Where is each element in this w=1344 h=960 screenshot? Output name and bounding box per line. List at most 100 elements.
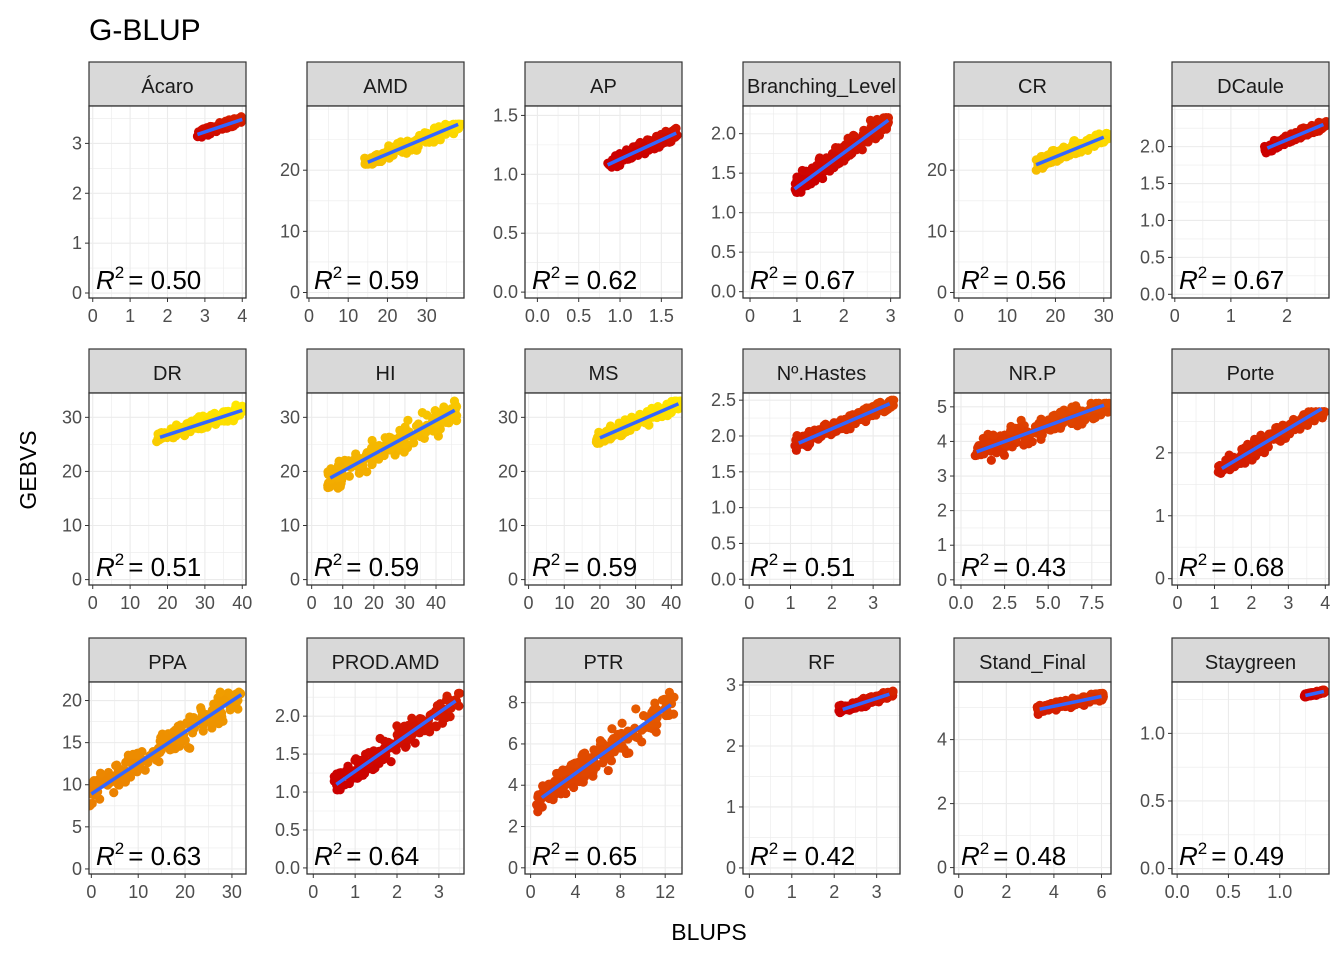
y-tick-label: 1.5	[1140, 174, 1165, 194]
data-point	[390, 450, 400, 460]
x-tick-label: 0	[1173, 593, 1183, 613]
y-tick-label: 1.5	[275, 744, 300, 764]
data-point	[421, 427, 431, 437]
x-tick-label: 10	[338, 306, 358, 326]
data-point	[366, 443, 377, 453]
data-point	[991, 448, 1002, 458]
point-cloud	[152, 400, 246, 447]
r-squared-label: R2 = 0.42	[750, 839, 855, 871]
panel-border	[742, 105, 901, 299]
r-squared-label: R2 = 0.67	[1179, 263, 1284, 295]
data-point	[392, 721, 402, 731]
data-point	[194, 412, 204, 422]
data-point	[617, 718, 627, 728]
facet-panel: Stand_Final 0 2 4 0 2 4 6 R2 = 0.48	[937, 637, 1112, 902]
data-point	[588, 771, 598, 781]
facet-strip	[742, 61, 901, 107]
x-tick-label: 10	[333, 593, 353, 613]
y-tick-label: 1.0	[711, 203, 736, 223]
r-squared-label: R2 = 0.48	[961, 839, 1066, 871]
y-tick-label: 4	[937, 431, 947, 451]
facet-label: Staygreen	[1205, 652, 1296, 674]
facet-strip	[953, 637, 1112, 683]
y-tick-label: 20	[498, 461, 518, 481]
r-squared-value: = 0.67	[1211, 265, 1284, 295]
data-point	[344, 471, 354, 481]
facet-label: Stand_Final	[979, 652, 1086, 674]
panel-border	[306, 681, 465, 875]
data-point	[1243, 439, 1253, 449]
y-tick-label: 3	[937, 466, 947, 486]
facet-panel: NR.P 0 1 2 3 4 5 0.0 2.5 5.0 7.5 R2 = 0.43	[937, 348, 1112, 613]
data-point	[429, 137, 439, 147]
x-tick-label: 20	[377, 306, 397, 326]
data-point	[395, 425, 405, 435]
r-squared-label: R2 = 0.49	[1179, 839, 1284, 871]
x-tick-label: 40	[232, 593, 252, 613]
y-tick-label: 20	[280, 160, 300, 180]
x-tick-label: 2.5	[992, 593, 1017, 613]
x-tick-label: 4	[570, 882, 580, 902]
data-point	[370, 763, 380, 773]
panel-border	[742, 681, 901, 875]
x-tick-label: 0.5	[566, 306, 591, 326]
point-cloud	[1031, 128, 1111, 175]
y-tick-label: 0.5	[275, 820, 300, 840]
x-tick-label: 0.5	[1216, 882, 1241, 902]
x-tick-label: 2	[839, 306, 849, 326]
x-tick-label: 1	[787, 882, 797, 902]
y-tick-label: 0	[290, 570, 300, 590]
y-tick-label: 1.0	[493, 164, 518, 184]
data-point	[202, 422, 212, 432]
facet-strip	[742, 637, 901, 683]
x-tick-label: 0	[304, 306, 314, 326]
x-tick-label: 2	[829, 882, 839, 902]
x-tick-label: 6	[1096, 882, 1106, 902]
data-point	[805, 166, 815, 176]
data-point	[437, 718, 448, 728]
data-point	[1264, 429, 1274, 439]
y-tick-label: 0.5	[493, 223, 518, 243]
x-tick-label: 30	[195, 593, 215, 613]
y-tick-label: 0	[72, 859, 82, 879]
data-point	[89, 798, 97, 809]
point-cloud	[323, 396, 462, 493]
panel-border	[1171, 681, 1330, 875]
y-tick-label: 20	[927, 160, 947, 180]
facet-label: PROD.AMD	[332, 652, 440, 674]
data-point	[451, 415, 462, 426]
data-point	[589, 764, 599, 774]
point-cloud	[360, 119, 464, 169]
r-squared-value: = 0.51	[128, 552, 201, 582]
data-point	[1295, 424, 1305, 434]
x-tick-label: 40	[661, 593, 681, 613]
x-tick-label: 3	[200, 306, 210, 326]
y-axis-title: GEBVS	[15, 430, 41, 509]
point-cloud	[1299, 685, 1329, 702]
y-tick-label: 10	[62, 516, 82, 536]
x-tick-label: 0	[954, 882, 964, 902]
data-point	[624, 748, 634, 758]
data-point	[1048, 411, 1058, 421]
facet-label: AMD	[363, 76, 407, 98]
fit-line	[599, 402, 680, 440]
r-squared-value: = 0.56	[993, 265, 1066, 295]
facet-strip	[88, 348, 247, 394]
y-tick-label: 0	[508, 570, 518, 590]
y-tick-label: 2	[72, 183, 82, 203]
data-point	[555, 768, 565, 778]
r-squared-value: = 0.64	[346, 841, 419, 871]
r-squared-label: R2 = 0.56	[961, 263, 1066, 295]
y-tick-label: 2.0	[1140, 137, 1165, 157]
y-tick-label: 5	[72, 817, 82, 837]
x-tick-label: 0	[307, 593, 317, 613]
data-point	[215, 714, 225, 724]
x-tick-label: 30	[626, 593, 646, 613]
x-tick-label: 1	[350, 882, 360, 902]
fit-line	[367, 122, 459, 164]
facet-panel: Porte 0 1 2 0 1 2 3 4 R2 = 0.68	[1155, 348, 1330, 613]
x-tick-label: 0	[744, 593, 754, 613]
data-point	[439, 402, 449, 412]
y-tick-label: 1.0	[711, 498, 736, 518]
r-squared-value: = 0.63	[128, 841, 201, 871]
